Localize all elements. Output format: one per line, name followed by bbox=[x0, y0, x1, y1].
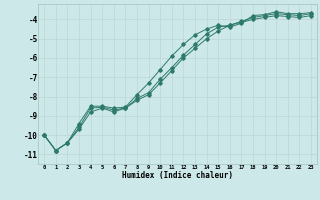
X-axis label: Humidex (Indice chaleur): Humidex (Indice chaleur) bbox=[122, 171, 233, 180]
